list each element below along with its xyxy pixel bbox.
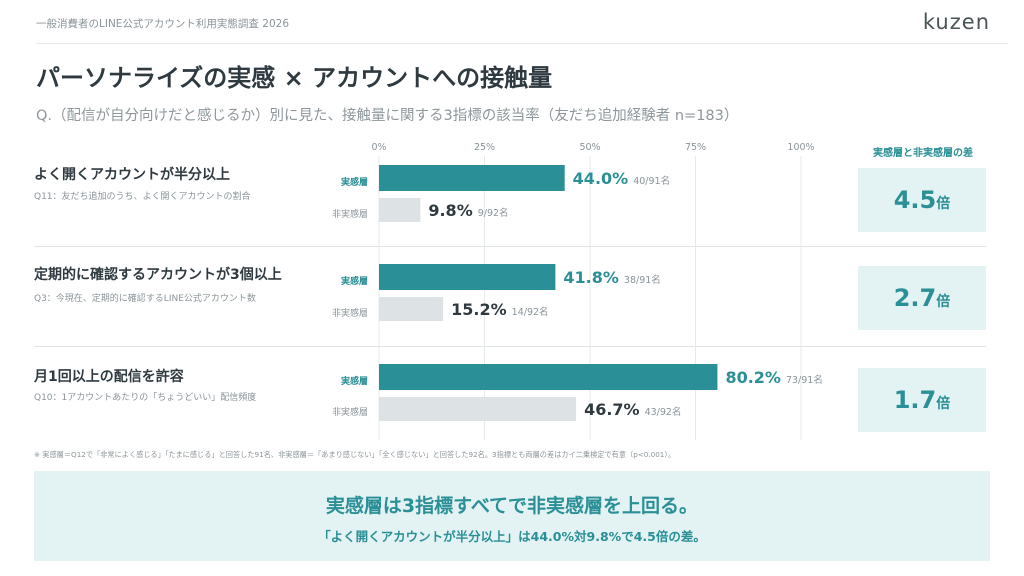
count-label: 43/92名 bbox=[645, 406, 682, 418]
bar-high bbox=[379, 364, 718, 390]
x-tick-label: 0% bbox=[371, 142, 386, 153]
bar-chart: 0% 25% 50% 75% 100% 44.0% 40/91名 9.8% 9/92名 41.8%… bbox=[371, 142, 823, 440]
bar-high bbox=[379, 165, 565, 191]
ratio-badge-1: 4.5 倍 bbox=[858, 168, 986, 232]
x-tick-label: 25% bbox=[474, 142, 495, 153]
slide-subtitle: Q.（配信が自分向けだと感じるか）別に見た、接触量に関する3指標の該当率（友だち… bbox=[36, 108, 739, 124]
group-label-high: 実感層 bbox=[340, 178, 368, 188]
metric-question-3: Q10：1アカウントあたりの「ちょうどいい」配信頻度 bbox=[34, 393, 257, 403]
ratio-value: 4.5 bbox=[893, 186, 937, 214]
count-label: 9/92名 bbox=[478, 207, 509, 219]
metric-question-1: Q11：友だち追加のうち、よく開くアカウントの割合 bbox=[34, 192, 251, 202]
kuzen-logo: kuzen bbox=[922, 10, 990, 34]
x-tick-label: 100% bbox=[787, 142, 814, 153]
header-divider bbox=[36, 43, 1008, 44]
count-label: 73/91名 bbox=[786, 374, 823, 386]
bar-low bbox=[379, 198, 421, 222]
ratio-value: 1.7 bbox=[893, 386, 937, 414]
ratio-badge-2: 2.7 倍 bbox=[858, 266, 986, 330]
value-label: 80.2% bbox=[725, 368, 781, 387]
group-label-low: 非実感層 bbox=[331, 309, 368, 319]
group-label-low: 非実感層 bbox=[331, 408, 368, 418]
value-label: 15.2% bbox=[451, 300, 507, 319]
diff-header: 実感層と非実感層の差 bbox=[873, 148, 973, 159]
ratio-unit: 倍 bbox=[936, 294, 951, 310]
conclusion-detail: 「よく開くアカウントが半分以上」は44.0%対9.8%で4.5倍の差。 bbox=[318, 529, 706, 544]
conclusion-headline: 実感層は3指標すべてで非実感層を上回る。 bbox=[325, 495, 699, 517]
bar-low bbox=[379, 397, 577, 421]
metric-name-1: よく開くアカウントが半分以上 bbox=[34, 167, 230, 183]
group-label-high: 実感層 bbox=[340, 277, 368, 287]
count-label: 40/91名 bbox=[633, 175, 670, 187]
x-tick-label: 75% bbox=[685, 142, 706, 153]
ratio-value: 2.7 bbox=[893, 284, 937, 312]
ratio-badge-3: 1.7 倍 bbox=[858, 368, 986, 432]
value-label: 44.0% bbox=[573, 169, 629, 188]
x-tick-label: 50% bbox=[579, 142, 600, 153]
conclusion-panel: 実感層は3指標すべてで非実感層を上回る。 「よく開くアカウントが半分以上」は44… bbox=[34, 471, 990, 561]
footnote: ※ 実感層＝Q12で「非常によく感じる」「たまに感じる」と回答した91名、非実感… bbox=[34, 450, 676, 459]
slide-title: パーソナライズの実感 × アカウントへの接触量 bbox=[36, 64, 553, 92]
count-label: 38/91名 bbox=[624, 274, 661, 286]
metric-question-2: Q3：今現在、定期的に確認するLINE公式アカウント数 bbox=[34, 294, 256, 304]
metric-name-2: 定期的に確認するアカウントが3個以上 bbox=[34, 267, 282, 283]
ratio-unit: 倍 bbox=[936, 396, 951, 412]
value-label: 41.8% bbox=[563, 268, 619, 287]
row-separator bbox=[34, 246, 986, 247]
group-label-high: 実感層 bbox=[340, 377, 368, 387]
value-label: 46.7% bbox=[584, 400, 640, 419]
row-separator bbox=[34, 346, 986, 347]
ratio-unit: 倍 bbox=[936, 196, 951, 212]
value-label: 9.8% bbox=[428, 201, 472, 220]
metric-name-3: 月1回以上の配信を許容 bbox=[34, 369, 184, 385]
group-label-low: 非実感層 bbox=[331, 210, 368, 220]
bar-high bbox=[379, 264, 556, 290]
count-label: 14/92名 bbox=[512, 306, 549, 318]
report-title: 一般消費者のLINE公式アカウント利用実態調査 2026 bbox=[36, 18, 289, 30]
bar-low bbox=[379, 297, 444, 321]
